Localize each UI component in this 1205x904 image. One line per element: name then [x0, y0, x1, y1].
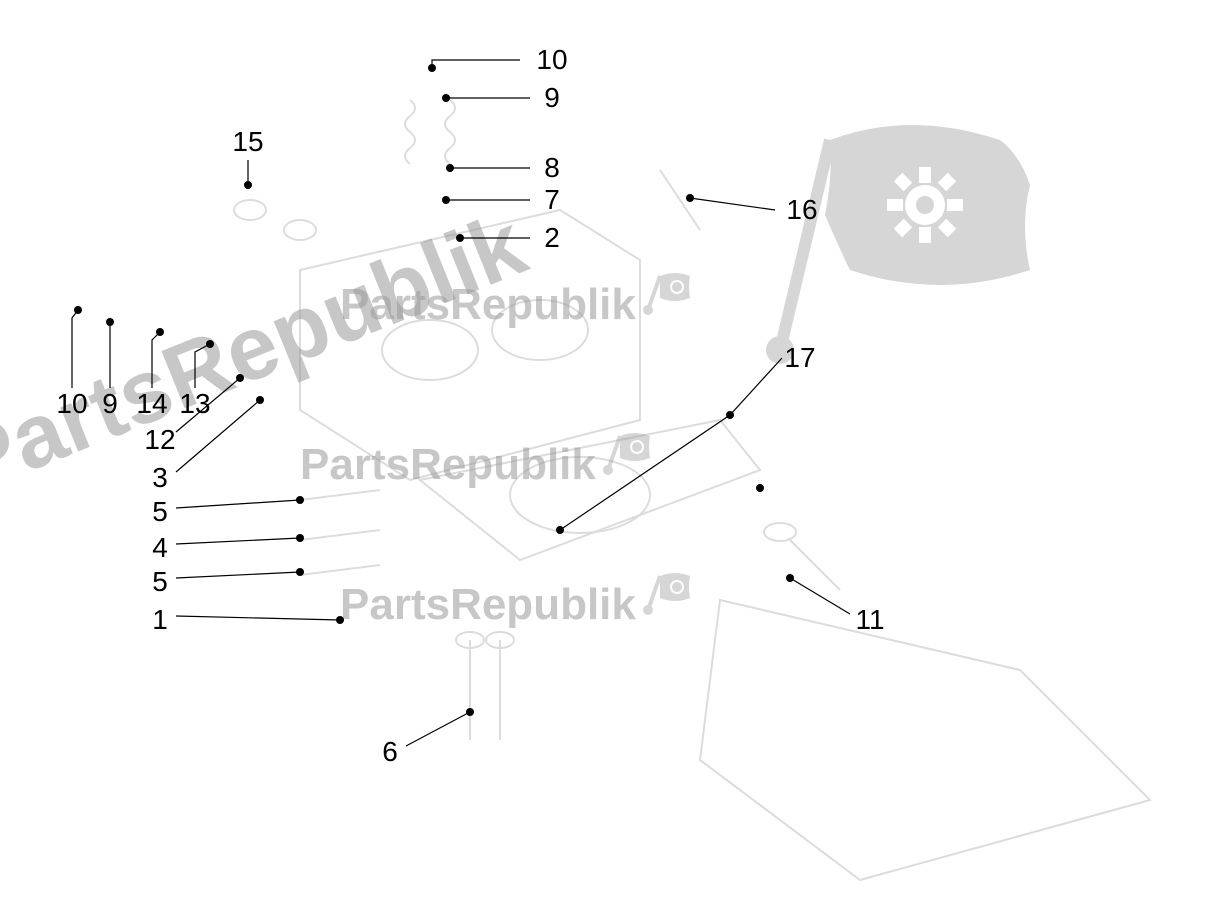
- leader-line: [195, 344, 210, 388]
- leader-dot: [556, 526, 564, 534]
- leader-line: [432, 60, 520, 68]
- leader-line: [176, 616, 340, 620]
- callout-label-9b: 9: [102, 388, 118, 420]
- leader-line: [176, 572, 300, 578]
- leader-dot: [442, 196, 450, 204]
- callout-label-1: 1: [152, 604, 168, 636]
- callout-label-16: 16: [786, 194, 817, 226]
- callout-label-4: 4: [152, 532, 168, 564]
- leader-dot: [428, 64, 436, 72]
- leader-line: [560, 358, 782, 530]
- leader-dot: [296, 534, 304, 542]
- callout-label-12: 12: [144, 424, 175, 456]
- leader-line: [152, 332, 160, 388]
- leader-dot: [206, 340, 214, 348]
- leader-dot: [442, 94, 450, 102]
- leader-dot: [296, 568, 304, 576]
- leader-dot: [726, 411, 734, 419]
- callout-label-13: 13: [179, 388, 210, 420]
- diagram-stage: PartsRepublik PartsRepublik PartsRepubli…: [0, 0, 1205, 904]
- callout-label-5a: 5: [152, 496, 168, 528]
- callout-label-5b: 5: [152, 566, 168, 598]
- leader-dot: [336, 616, 344, 624]
- leader-line: [690, 198, 775, 210]
- leader-dot: [74, 306, 82, 314]
- leader-line: [72, 310, 78, 388]
- callout-label-8: 8: [544, 152, 560, 184]
- callout-label-3: 3: [152, 462, 168, 494]
- leader-dot: [686, 194, 694, 202]
- callout-label-17: 17: [784, 342, 815, 374]
- callout-label-14: 14: [136, 388, 167, 420]
- leader-dot: [106, 318, 114, 326]
- leader-dot: [446, 164, 454, 172]
- leader-dot: [296, 496, 304, 504]
- leader-dot: [236, 374, 244, 382]
- callout-label-7: 7: [544, 184, 560, 216]
- leader-dot: [756, 484, 764, 492]
- callout-label-9a: 9: [544, 82, 560, 114]
- callout-label-6: 6: [382, 736, 398, 768]
- callout-label-11: 11: [855, 604, 884, 636]
- leader-line: [790, 578, 850, 614]
- leader-dot: [156, 328, 164, 336]
- leader-dot: [786, 574, 794, 582]
- callout-label-2: 2: [544, 222, 560, 254]
- leader-line: [176, 500, 300, 508]
- callout-label-15: 15: [232, 126, 263, 158]
- leader-dot: [256, 396, 264, 404]
- leader-dot: [456, 234, 464, 242]
- leader-lines: [0, 0, 1205, 904]
- leader-dot: [244, 181, 252, 189]
- leader-line: [176, 538, 300, 544]
- leader-dot: [466, 708, 474, 716]
- callout-label-10b: 10: [56, 388, 87, 420]
- callout-label-10a: 10: [536, 44, 567, 76]
- leader-line: [406, 712, 470, 746]
